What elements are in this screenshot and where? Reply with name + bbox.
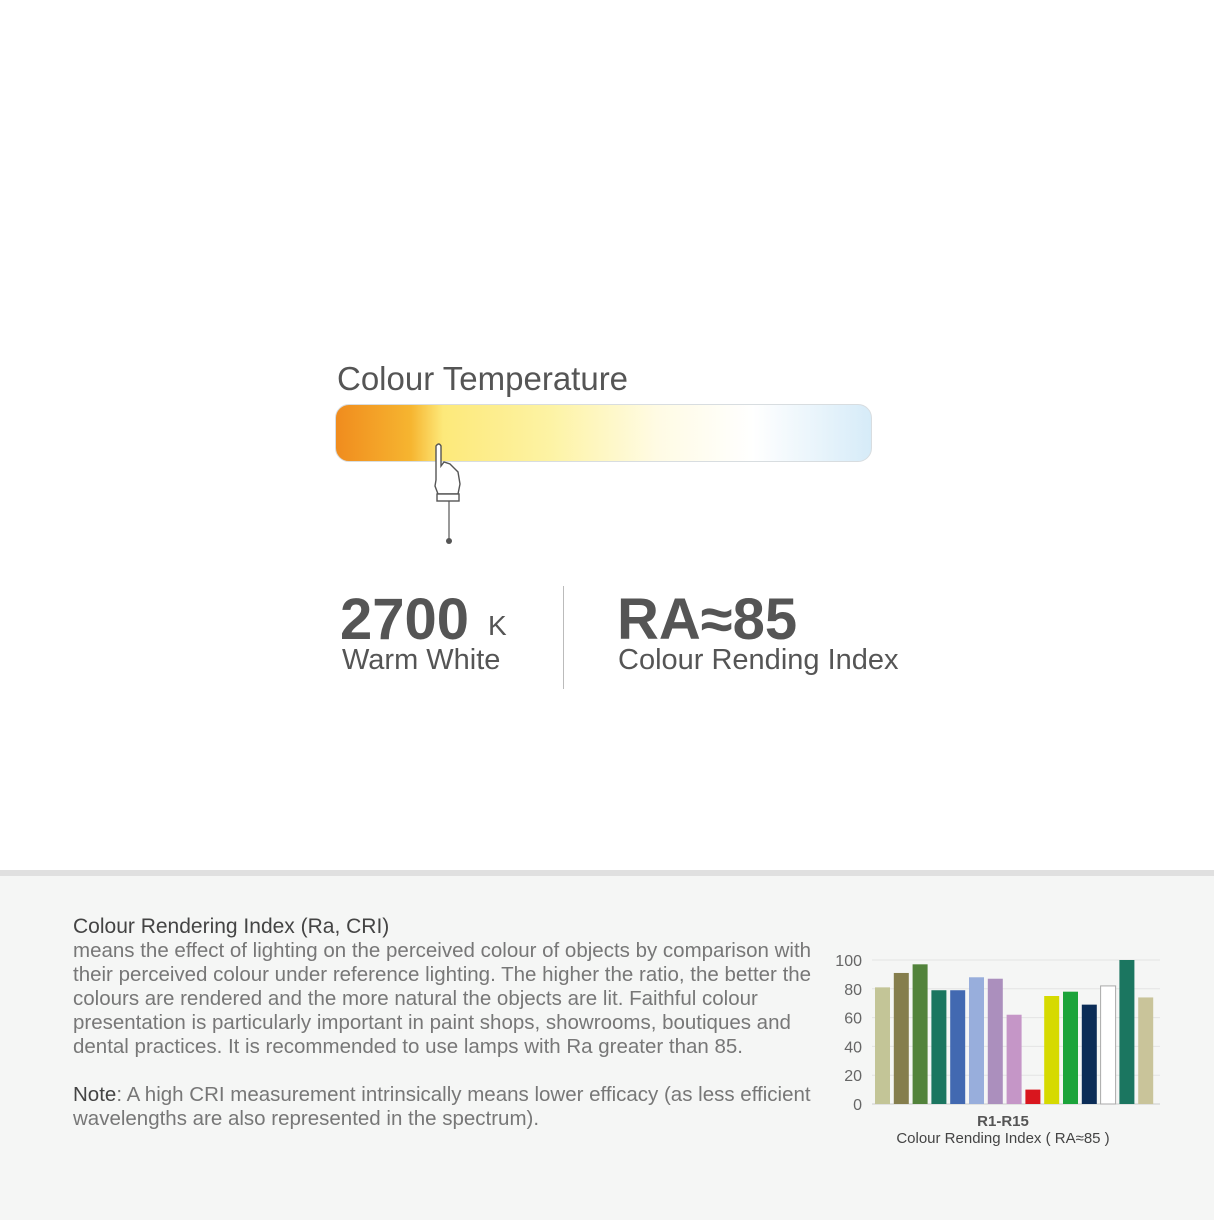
temperature-label: Warm White [342,644,501,676]
ra-label: Colour Rending Index [618,644,899,676]
bar-R1 [875,987,890,1104]
cri-note: Note: A high CRI measurement intrinsical… [73,1083,813,1131]
cri-heading: Colour Rendering Index (Ra, CRI) [73,915,390,938]
y-tick-label: 20 [844,1068,862,1085]
note-text: : A high CRI measurement intrinsically m… [73,1083,811,1130]
bar-R8 [1006,1014,1022,1104]
bar-R12 [1081,1004,1097,1104]
pointing-hand-icon [434,443,461,544]
divider [563,586,564,689]
bar-R10 [1044,996,1060,1104]
y-tick-label: 40 [844,1039,862,1056]
bar-R13 [1100,985,1117,1105]
colour-temperature-gradient-bar [335,404,872,462]
colour-temperature-title: Colour Temperature [337,360,629,397]
y-tick-label: 0 [853,1097,862,1114]
cri-description: Colour Rendering Index (Ra, CRI) means t… [73,915,813,1131]
y-tick-label: 100 [835,953,862,970]
cri-body: means the effect of lighting on the perc… [73,939,812,1058]
bar-R4 [931,990,947,1104]
bar-R15 [1138,997,1154,1104]
bar-R14 [1119,960,1135,1104]
ra-value: RA≈85 [617,587,798,652]
bar-R7 [987,978,1003,1104]
y-tick-label: 80 [844,982,862,999]
bar-R11 [1063,991,1078,1104]
bar-R5 [950,990,966,1104]
bar-R9 [1025,1089,1041,1104]
chart-title: Colour Rending Index ( RA≈85 ) [896,1130,1109,1147]
bar-R6 [969,977,984,1104]
temperature-unit: K [488,610,507,641]
note-label: Note [73,1083,117,1106]
y-tick-label: 60 [844,1011,862,1028]
x-axis-label: R1-R15 [977,1113,1029,1130]
bar-R2 [893,972,909,1104]
temperature-value: 2700 [340,587,470,652]
bar-R3 [912,964,928,1104]
